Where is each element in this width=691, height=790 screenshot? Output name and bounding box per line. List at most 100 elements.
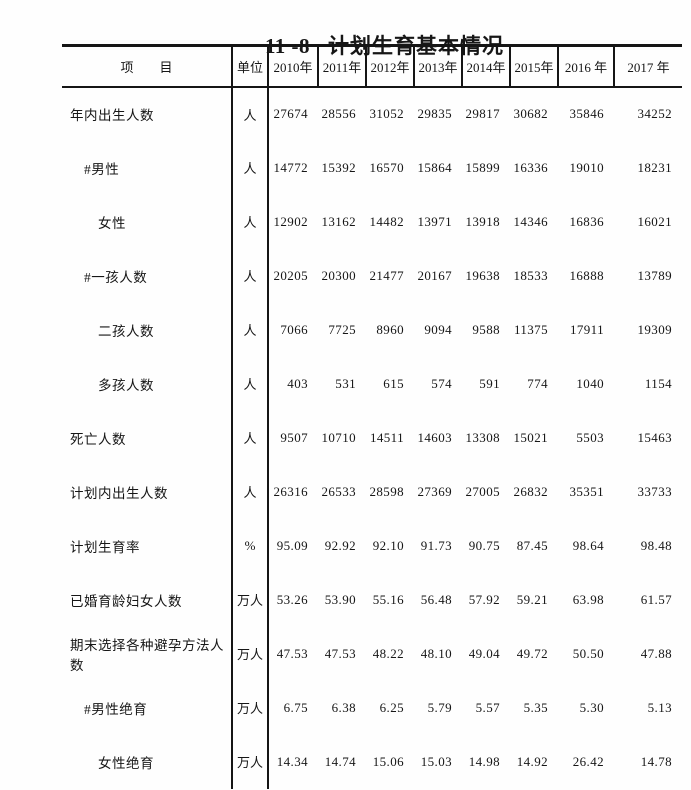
value-cell: 61.57	[640, 591, 672, 607]
value-cell: 5.79	[427, 699, 452, 715]
value-cell: 5503	[576, 429, 604, 445]
unit-cell: 人	[231, 464, 269, 519]
value-cell: 15463	[637, 429, 672, 445]
value-cell: 16336	[513, 159, 548, 175]
row-label-cell: 死亡人数	[70, 431, 126, 447]
table-row: 计划生育率% 95.09 92.92 92.10 91.73 90.75 87.45 98.6…	[62, 518, 682, 573]
value-cell: 35846	[569, 106, 604, 121]
value-cell: 47.53	[324, 645, 356, 661]
value-cell: 26533	[321, 483, 356, 499]
table-row: 计划内出生人数 人 26316 26533 28598 27369 27005 26832 35…	[62, 464, 682, 519]
value-cell: 574	[431, 375, 452, 391]
value-cell: 63.98	[572, 591, 604, 607]
value-cell: 7725	[328, 321, 356, 337]
value-cell: 26832	[513, 483, 548, 499]
value-cell: 48.22	[372, 645, 404, 661]
value-cell: 56.48	[420, 591, 452, 607]
column-header-unit: 单位	[231, 45, 268, 88]
value-cell: 53.26	[276, 591, 308, 607]
value-cell: 35351	[569, 483, 604, 499]
value-cell: 14511	[369, 429, 404, 445]
row-label-cell: 年内出生人数	[70, 108, 154, 123]
value-cell: 30682	[513, 106, 548, 121]
value-cell: 29817	[465, 106, 500, 121]
value-cell: 26.42	[572, 753, 604, 769]
unit-cell: 人	[231, 248, 269, 303]
column-header-year-2017: 2017 年	[613, 45, 682, 88]
table-row: 已婚育龄妇女人数 万人 53.26 53.90 55.16 56.48 57.92 59.21…	[62, 572, 682, 627]
value-cell: 1040	[576, 375, 604, 391]
value-cell: 403	[287, 375, 308, 391]
row-label-cell: 期末选择各种避孕方法人数	[70, 637, 224, 673]
value-cell: 14.74	[324, 753, 356, 769]
unit-cell: 人	[231, 356, 269, 411]
value-cell: 53.90	[324, 591, 356, 607]
row-label-cell: 二孩人数	[98, 323, 154, 339]
value-cell: 18231	[637, 159, 672, 175]
value-cell: 26316	[273, 483, 308, 499]
unit-cell: 万人	[231, 626, 269, 681]
value-cell: 48.10	[420, 645, 452, 661]
table-row: 女性 人 12902 13162 14482 13971 13918 14346 16836 16…	[62, 194, 682, 249]
value-cell: 1154	[644, 375, 672, 391]
unit-cell: 人	[231, 410, 269, 465]
value-cell: 6.75	[283, 699, 308, 715]
value-cell: 16021	[637, 213, 672, 229]
table-row: #男性绝育 万人 6.75 6.38 6.25 5.79 5.57 5.35 5.30 5.13	[62, 680, 682, 735]
value-cell: 50.50	[572, 645, 604, 661]
column-header-year-2015: 2015年	[509, 45, 558, 88]
value-cell: 13789	[637, 267, 672, 283]
value-cell: 95.09	[276, 537, 308, 553]
value-cell: 15.06	[372, 753, 404, 769]
column-header-year-2016: 2016 年	[557, 45, 614, 88]
value-cell: 90.75	[468, 537, 500, 553]
value-cell: 9507	[280, 429, 308, 445]
value-cell: 5.30	[579, 699, 604, 715]
value-cell: 87.45	[516, 537, 548, 553]
value-cell: 5.13	[647, 699, 672, 715]
value-cell: 17911	[569, 321, 604, 337]
value-cell: 9094	[424, 321, 452, 337]
column-header-year-2010: 2010年	[267, 45, 318, 88]
value-cell: 18533	[513, 267, 548, 283]
value-cell: 14.34	[276, 753, 308, 769]
statistics-table: 项 目 单位 2010年 2011年 2012年 2013年 2014年 2015年 201…	[62, 44, 682, 789]
value-cell: 15864	[417, 159, 452, 175]
column-header-year-2011: 2011年	[317, 45, 366, 88]
value-cell: 21477	[369, 267, 404, 283]
row-label-cell: 计划生育率	[70, 539, 140, 555]
value-cell: 15021	[513, 429, 548, 445]
value-cell: 19010	[569, 159, 604, 175]
value-cell: 591	[479, 375, 500, 391]
table-row: 年内出生人数 人 27674 28556 31052 29835 29817 30682 358…	[62, 86, 682, 141]
value-cell: 8960	[376, 321, 404, 337]
table-row: #一孩人数 人 20205 20300 21477 20167 19638 18533 1688…	[62, 248, 682, 303]
value-cell: 7066	[280, 321, 308, 337]
unit-cell: 万人	[231, 734, 269, 789]
value-cell: 14.78	[640, 753, 672, 769]
unit-cell: 人	[231, 302, 269, 357]
column-header-year-2014: 2014年	[461, 45, 510, 88]
value-cell: 13162	[321, 213, 356, 229]
value-cell: 29835	[417, 106, 452, 121]
column-header-year-2013: 2013年	[413, 45, 462, 88]
value-cell: 59.21	[516, 591, 548, 607]
value-cell: 14.98	[468, 753, 500, 769]
value-cell: 5.35	[523, 699, 548, 715]
value-cell: 16836	[569, 213, 604, 229]
value-cell: 5.57	[475, 699, 500, 715]
value-cell: 9588	[472, 321, 500, 337]
value-cell: 14482	[369, 213, 404, 229]
row-label-cell: 女性	[98, 215, 126, 231]
table-row: #男性 人 14772 15392 16570 15864 15899 16336 19010 1…	[62, 140, 682, 195]
value-cell: 49.72	[516, 645, 548, 661]
value-cell: 34252	[637, 106, 672, 121]
value-cell: 615	[383, 375, 404, 391]
value-cell: 47.53	[276, 645, 308, 661]
value-cell: 57.92	[468, 591, 500, 607]
value-cell: 10710	[321, 429, 356, 445]
value-cell: 20300	[321, 267, 356, 283]
value-cell: 98.64	[572, 537, 604, 553]
value-cell: 16570	[369, 159, 404, 175]
value-cell: 14772	[273, 159, 308, 175]
